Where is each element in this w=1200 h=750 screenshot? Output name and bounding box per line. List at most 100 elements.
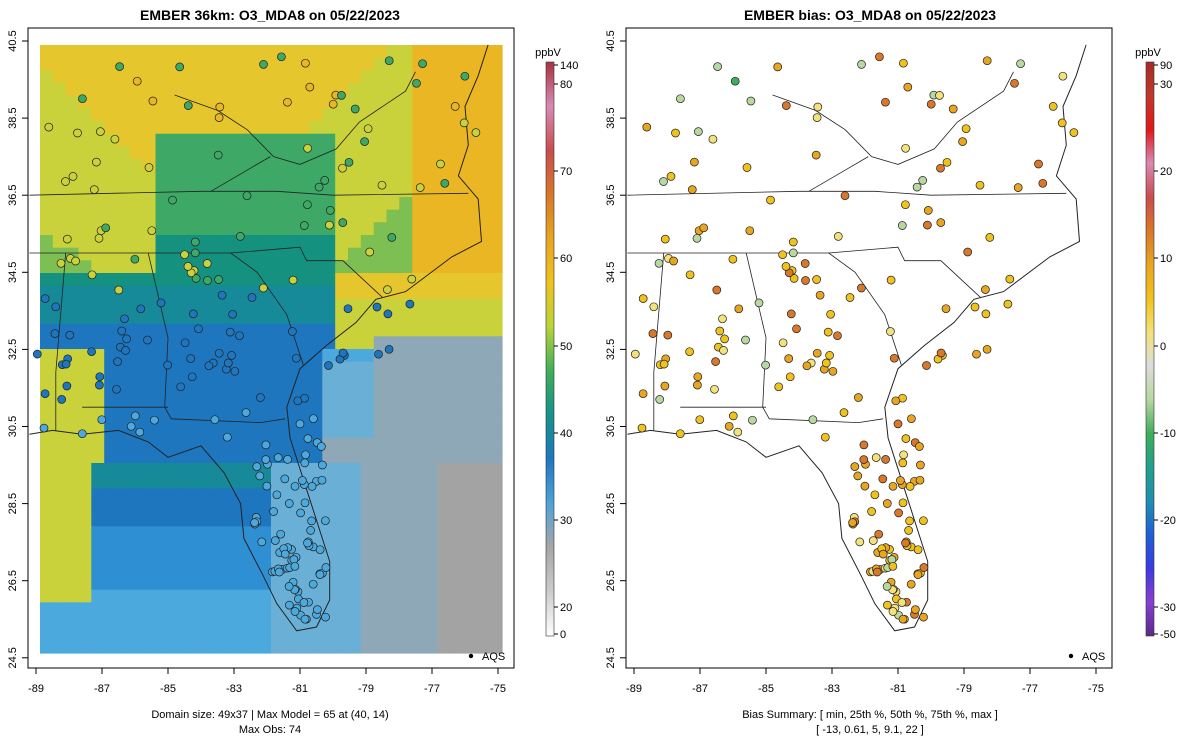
grid-cell xyxy=(91,526,105,540)
grid-cell xyxy=(206,627,221,641)
bias-marker xyxy=(649,302,659,312)
grid-cell xyxy=(168,70,182,84)
grid-cell xyxy=(360,311,375,325)
grid-cell xyxy=(348,184,362,198)
bias-marker xyxy=(802,361,812,371)
grid-cell xyxy=(489,159,503,173)
grid-cell xyxy=(155,171,169,185)
grid-cell xyxy=(399,222,413,236)
grid-cell xyxy=(104,197,118,211)
grid-cell xyxy=(399,526,413,540)
grid-cell xyxy=(283,526,298,540)
colorbar-label: 60 xyxy=(560,253,572,265)
grid-cell xyxy=(181,399,195,413)
grid-cell xyxy=(373,615,388,629)
bias-marker xyxy=(659,177,668,186)
grid-cell xyxy=(450,349,465,363)
grid-cell xyxy=(437,260,452,274)
grid-cell xyxy=(373,399,388,413)
grid-cell xyxy=(489,171,503,185)
grid-cell xyxy=(412,285,426,299)
grid-cell xyxy=(476,146,490,160)
grid-cell xyxy=(348,349,362,363)
grid-cell xyxy=(322,640,336,654)
grid-cell xyxy=(296,361,311,375)
grid-cell xyxy=(219,70,234,84)
left-panel-title: EMBER 36km: O3_MDA8 on 05/22/2023 xyxy=(140,7,400,23)
grid-cell xyxy=(258,298,272,312)
grid-cell xyxy=(104,640,118,654)
grid-cell xyxy=(425,70,439,84)
grid-cell xyxy=(412,336,426,350)
grid-cell xyxy=(412,323,426,337)
grid-cell xyxy=(142,475,157,489)
grid-cell xyxy=(271,374,285,388)
grid-cell xyxy=(181,184,195,198)
observation-marker xyxy=(306,526,315,535)
bias-marker xyxy=(897,221,907,230)
grid-cell xyxy=(258,108,272,122)
observation-marker xyxy=(126,421,136,431)
grid-cell xyxy=(78,463,92,477)
grid-cell xyxy=(283,184,298,198)
grid-cell xyxy=(219,209,234,223)
observation-marker xyxy=(288,327,297,336)
grid-cell xyxy=(399,70,413,84)
grid-cell xyxy=(52,475,67,489)
bias-marker xyxy=(669,256,678,266)
bias-marker xyxy=(881,97,890,107)
grid-cell xyxy=(463,298,477,312)
grid-cell xyxy=(399,159,413,173)
grid-cell xyxy=(283,260,298,274)
observation-marker xyxy=(301,450,310,460)
grid-cell xyxy=(78,640,92,654)
observation-marker xyxy=(412,78,421,88)
grid-cell xyxy=(489,184,503,198)
observation-marker xyxy=(40,294,50,303)
grid-cell xyxy=(450,209,465,223)
grid-cell xyxy=(463,260,477,274)
grid-cell xyxy=(78,171,92,185)
colorbar-label: 0 xyxy=(1160,341,1166,353)
grid-cell xyxy=(65,399,80,413)
grid-cell xyxy=(450,501,465,515)
grid-cell xyxy=(335,146,349,160)
grid-cell xyxy=(181,526,195,540)
observation-marker xyxy=(383,309,393,319)
grid-cell xyxy=(245,247,259,261)
x-tick-label: -79 xyxy=(956,683,972,695)
grid-cell xyxy=(399,260,413,274)
bias-marker xyxy=(911,605,920,614)
grid-cell xyxy=(360,501,375,515)
grid-cell xyxy=(65,70,80,84)
grid-cell xyxy=(309,108,323,122)
grid-cell xyxy=(437,108,452,122)
grid-cell xyxy=(40,235,54,249)
grid-cell xyxy=(271,285,285,299)
grid-cell xyxy=(450,526,465,540)
grid-cell xyxy=(437,121,452,135)
grid-cell xyxy=(78,602,92,616)
grid-cell xyxy=(348,399,362,413)
grid-cell xyxy=(194,488,208,502)
observation-marker xyxy=(321,563,331,572)
grid-cell xyxy=(206,513,221,527)
grid-cell xyxy=(181,564,195,578)
grid-cell xyxy=(104,475,118,489)
colorbar-label: 90 xyxy=(1160,60,1172,72)
grid-cell xyxy=(52,45,67,59)
grid-cell xyxy=(489,602,503,616)
bias-marker xyxy=(685,270,695,280)
grid-cell xyxy=(489,501,503,515)
grid-cell xyxy=(360,425,375,439)
grid-cell xyxy=(412,298,426,312)
grid-cell xyxy=(52,197,67,211)
grid-cell xyxy=(463,589,477,603)
grid-cell xyxy=(52,577,67,591)
grid-cell xyxy=(399,133,413,147)
bias-marker xyxy=(712,285,722,295)
grid-cell xyxy=(181,627,195,641)
grid-cell xyxy=(168,526,182,540)
grid-cell xyxy=(335,171,349,185)
bias-marker xyxy=(857,283,866,293)
